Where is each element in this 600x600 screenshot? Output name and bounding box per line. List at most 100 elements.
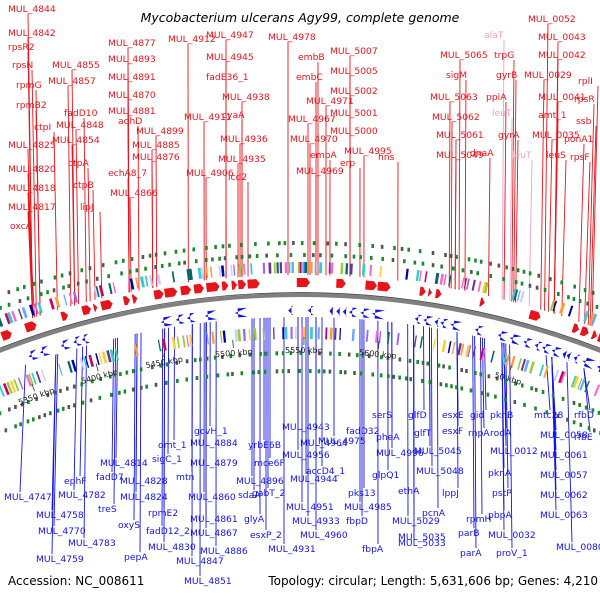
orf-dot-3 (14, 424, 17, 429)
bottom-gene-label: glpQ1 (372, 470, 399, 481)
orf-dot-2 (437, 363, 441, 368)
orf-dot-2 (99, 376, 102, 381)
orf-dot-0 (192, 247, 196, 252)
cog-bar-0 (112, 282, 117, 294)
orf-dot-3 (257, 370, 261, 375)
bottom-gene-label: pstP (492, 488, 512, 499)
top-gene-label: rpsN (12, 60, 33, 71)
top-connector (35, 109, 41, 316)
orf-dot-1 (160, 263, 164, 268)
bottom-gene-label: MUL_4814 (100, 458, 148, 469)
orf-dot-2 (367, 354, 371, 359)
orf-dot-3 (504, 397, 507, 402)
top-gene-label: alaT (484, 30, 504, 41)
cog-bar-0 (443, 274, 447, 286)
cog-bar-0 (262, 262, 266, 274)
bottom-gene-label: yrbE6B (248, 440, 281, 451)
cog-bar-1 (472, 346, 477, 359)
orf-dot-1 (183, 260, 186, 265)
forward-gene (0, 329, 12, 341)
top-connector (67, 85, 72, 307)
bottom-connector (456, 332, 459, 427)
bottom-gene-label: accD4_1 (306, 466, 345, 477)
reverse-gene (562, 350, 568, 360)
cog-bar-0 (319, 262, 323, 274)
orf-dot-2 (520, 383, 524, 388)
cog-bar-1 (17, 377, 24, 390)
reverse-gene (450, 320, 463, 331)
orf-dot-1 (67, 284, 71, 289)
orf-dot-1 (476, 271, 480, 276)
orf-dot-0 (537, 273, 541, 278)
orf-dot-2 (361, 353, 364, 358)
orf-dot-0 (560, 280, 564, 285)
cog-bar-0 (28, 304, 35, 316)
orf-dot-3 (205, 374, 209, 379)
orf-dot-1 (289, 253, 293, 258)
orf-dot-0 (205, 245, 208, 250)
cog-bar-1 (161, 338, 167, 351)
bottom-connector (163, 328, 166, 543)
top-connector (92, 189, 96, 300)
cog-bar-1 (558, 370, 565, 384)
cog-bar-0 (63, 294, 68, 306)
bottom-gene-label: fadD7 (96, 472, 124, 483)
orf-dot-2 (80, 382, 84, 387)
forward-gene (60, 311, 69, 322)
cog-bar-0 (140, 276, 145, 288)
bottom-gene-label: MUL_0080 (556, 542, 600, 553)
orf-dot-2 (264, 351, 268, 356)
orf-dot-3 (450, 384, 453, 389)
orf-dot-1 (489, 274, 493, 279)
orf-dot-0 (591, 290, 595, 295)
bottom-connector (19, 364, 26, 493)
orf-dot-2 (259, 352, 262, 357)
cog-bar-0 (197, 267, 202, 279)
orf-dot-0 (16, 287, 19, 292)
reverse-gene (497, 331, 509, 342)
orf-dot-1 (7, 302, 11, 307)
cog-bar-1 (242, 328, 246, 342)
cog-bar-0 (238, 264, 242, 276)
orf-dot-2 (584, 405, 588, 410)
cog-bar-1 (219, 330, 223, 343)
orf-dot-1 (303, 253, 306, 258)
forward-gene (377, 281, 391, 292)
orf-dot-1 (265, 253, 268, 258)
cog-bar-1 (481, 348, 486, 361)
top-gene-label: ctpI (34, 122, 51, 133)
orf-dot-1 (369, 255, 373, 260)
top-connector (129, 197, 132, 292)
forward-gene (153, 289, 164, 300)
bottom-gene-label: MUL_4884 (190, 438, 238, 449)
orf-dot-2 (307, 351, 311, 356)
orf-dot-3 (343, 370, 347, 375)
cog-bar-0 (583, 310, 590, 323)
orf-dot-2 (151, 365, 154, 370)
cog-bar-1 (365, 329, 369, 342)
top-gene-label: MUL_0043 (538, 32, 586, 43)
orf-dot-2 (561, 396, 565, 401)
bottom-gene-label: MUL_0057 (540, 470, 588, 481)
cog-bar-1 (284, 327, 288, 340)
reverse-gene (28, 349, 40, 360)
connector-lines (19, 13, 599, 577)
bottom-gene-labels: MUL_4747 MUL_4758 MUL_4770 MUL_4759 ephF MUL_… (4, 410, 600, 587)
orf-dot-2 (551, 393, 555, 398)
cog-bar-1 (451, 341, 456, 354)
orf-dot-0 (141, 255, 145, 260)
cog-bar-0 (188, 268, 193, 281)
orf-dot-0 (358, 243, 361, 248)
orf-dot-0 (182, 248, 186, 253)
orf-dot-2 (53, 390, 57, 395)
cog-bar-1 (490, 350, 495, 363)
cog-bar-1 (71, 359, 77, 372)
bottom-gene-label: MUL_0062 (540, 490, 588, 501)
top-gene-label: rpmG (16, 80, 42, 91)
backbone-arc (0, 293, 600, 353)
bottom-gene-label: MUL_4951 (286, 502, 334, 513)
cog-bar-1 (182, 335, 186, 348)
cog-bar-1 (317, 327, 320, 340)
bottom-connector (73, 348, 78, 491)
top-gene-label: MUL_4978 (268, 32, 316, 43)
